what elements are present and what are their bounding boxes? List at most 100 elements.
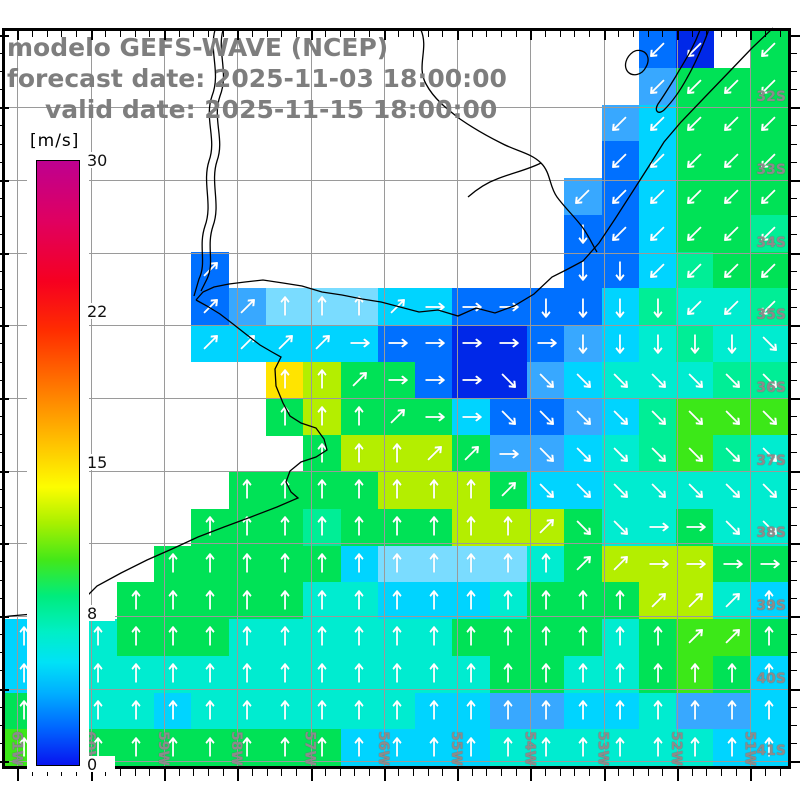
colorbar-label-backing	[85, 454, 115, 470]
latitude-label: 35S	[756, 307, 786, 324]
wave-cell	[452, 508, 491, 547]
colorbar-gradient	[36, 160, 80, 766]
wave-cell	[750, 288, 789, 326]
axis-tick-top	[149, 31, 151, 37]
axis-tick-bottom	[647, 769, 649, 776]
wave-cell	[415, 472, 454, 510]
axis-tick-top	[764, 31, 766, 37]
wave-cell	[564, 361, 603, 400]
wave-cell	[676, 619, 715, 657]
latitude-label: 39S	[756, 597, 786, 614]
wave-cell	[340, 545, 379, 583]
wave-cell	[638, 619, 677, 657]
wave-cell	[601, 361, 640, 400]
axis-tick-right	[791, 525, 797, 527]
axis-tick-left	[0, 488, 4, 490]
axis-tick-bottom	[530, 769, 533, 781]
wave-cell	[713, 325, 752, 363]
wave-cell	[303, 398, 342, 436]
axis-tick-bottom	[134, 769, 136, 776]
axis-tick-bottom	[163, 769, 166, 781]
axis-tick-top	[193, 31, 195, 37]
axis-tick-bottom	[735, 769, 737, 776]
wave-cell	[527, 655, 565, 694]
axis-tick-left	[0, 361, 4, 363]
grid-line-latitude	[5, 543, 788, 545]
grid-line-latitude	[5, 615, 788, 617]
wave-cell	[601, 619, 640, 657]
wave-cell	[527, 619, 565, 657]
wave-cell	[154, 582, 193, 620]
wave-cell	[154, 729, 193, 767]
grid-line-latitude	[5, 761, 788, 763]
axis-tick-bottom	[662, 769, 664, 776]
axis-tick-top	[310, 31, 313, 40]
axis-tick-bottom	[398, 769, 400, 776]
axis-tick-right	[791, 343, 797, 345]
wave-cell	[415, 325, 454, 363]
wave-cell	[713, 398, 752, 436]
wave-cell	[452, 288, 491, 326]
wave-cell	[713, 67, 752, 106]
wave-cell	[489, 545, 528, 583]
wave-cell	[452, 655, 491, 694]
wave-cell	[564, 472, 603, 510]
model-title: modelo GEFS-WAVE (NCEP)	[7, 33, 389, 62]
wave-cell	[266, 508, 304, 547]
axis-tick-right	[791, 670, 797, 672]
colorbar-label-backing	[85, 756, 115, 772]
axis-tick-right	[791, 325, 800, 328]
axis-tick-right	[791, 506, 797, 508]
wave-cell	[489, 729, 528, 767]
wave-cell	[340, 398, 379, 436]
axis-tick-top	[369, 31, 371, 37]
axis-tick-top	[134, 31, 136, 37]
wave-cell	[154, 655, 193, 694]
wave-cell	[638, 178, 677, 216]
wave-cell	[750, 67, 789, 106]
axis-tick-top	[515, 31, 517, 37]
wave-cell	[564, 251, 603, 289]
axis-tick-top	[501, 31, 503, 37]
axis-tick-top	[163, 31, 166, 40]
wave-cell	[564, 178, 603, 216]
wave-cell	[116, 619, 155, 657]
axis-tick-top	[471, 31, 473, 37]
forecast-date: forecast date: 2025-11-03 18:00:00	[7, 64, 507, 93]
wave-cell	[489, 582, 528, 620]
wave-cell	[452, 472, 491, 510]
wave-cell	[638, 582, 677, 620]
colorbar-label-backing	[85, 303, 115, 319]
wave-cell	[713, 545, 752, 583]
title-block: modelo GEFS-WAVE (NCEP) forecast date: 2…	[7, 32, 507, 125]
wave-cell	[676, 398, 715, 436]
axis-tick-top	[647, 31, 649, 37]
axis-tick-left	[0, 761, 9, 764]
wave-cell	[676, 582, 715, 620]
wave-cell	[601, 508, 640, 547]
axis-tick-bottom	[75, 769, 77, 776]
colorbar-label-backing	[85, 152, 115, 168]
grid-line-latitude	[5, 325, 788, 327]
wave-cell	[638, 31, 677, 69]
longitude-label: 55W	[448, 731, 465, 766]
axis-tick-right	[791, 561, 797, 563]
axis-tick-top	[720, 31, 722, 37]
axis-tick-right	[791, 307, 797, 309]
wave-cell	[601, 435, 640, 473]
axis-tick-bottom	[691, 769, 693, 776]
axis-tick-top	[706, 31, 708, 37]
axis-tick-right	[791, 397, 800, 400]
axis-tick-bottom	[457, 769, 460, 781]
axis-tick-top	[398, 31, 400, 37]
axis-tick-right	[791, 724, 797, 726]
wave-cell	[191, 545, 230, 583]
wave-cell	[415, 582, 454, 620]
wave-cell	[601, 251, 640, 289]
axis-tick-bottom	[105, 769, 107, 776]
longitude-label: 51W	[741, 731, 758, 766]
wave-cell	[489, 619, 528, 657]
axis-tick-bottom	[589, 769, 591, 776]
wave-cell	[676, 692, 715, 730]
axis-tick-bottom	[281, 769, 283, 776]
